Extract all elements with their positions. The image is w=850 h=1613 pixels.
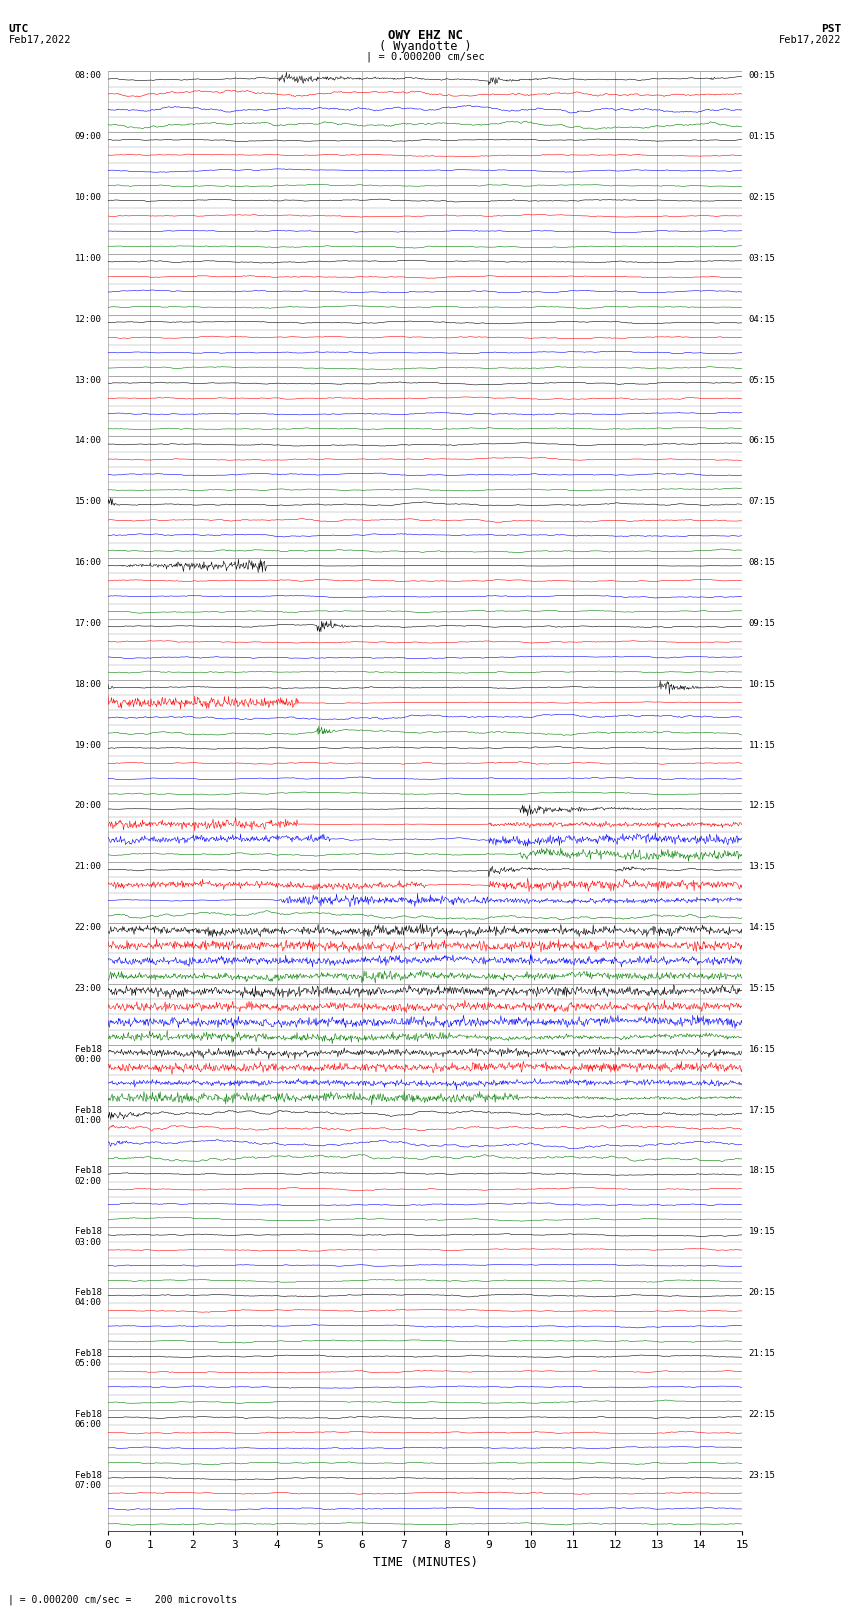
Text: 01:15: 01:15 <box>748 132 775 142</box>
Text: Feb18
02:00: Feb18 02:00 <box>75 1166 102 1186</box>
Text: 06:15: 06:15 <box>748 437 775 445</box>
Text: 09:15: 09:15 <box>748 619 775 627</box>
Text: 10:15: 10:15 <box>748 679 775 689</box>
Text: ( Wyandotte ): ( Wyandotte ) <box>379 40 471 53</box>
Text: OWY EHZ NC: OWY EHZ NC <box>388 29 462 42</box>
Text: 20:00: 20:00 <box>75 802 102 810</box>
Text: 15:15: 15:15 <box>748 984 775 994</box>
Text: 16:15: 16:15 <box>748 1045 775 1053</box>
Text: 18:00: 18:00 <box>75 679 102 689</box>
Text: 23:15: 23:15 <box>748 1471 775 1479</box>
Text: 11:00: 11:00 <box>75 253 102 263</box>
Text: 19:15: 19:15 <box>748 1227 775 1236</box>
Text: 10:00: 10:00 <box>75 194 102 202</box>
Text: 16:00: 16:00 <box>75 558 102 568</box>
Text: 23:00: 23:00 <box>75 984 102 994</box>
Text: 18:15: 18:15 <box>748 1166 775 1176</box>
Text: 08:15: 08:15 <box>748 558 775 568</box>
Text: 12:00: 12:00 <box>75 315 102 324</box>
X-axis label: TIME (MINUTES): TIME (MINUTES) <box>372 1557 478 1569</box>
Text: 09:00: 09:00 <box>75 132 102 142</box>
Text: 17:15: 17:15 <box>748 1105 775 1115</box>
Text: Feb18
01:00: Feb18 01:00 <box>75 1105 102 1124</box>
Text: Feb18
07:00: Feb18 07:00 <box>75 1471 102 1490</box>
Text: 12:15: 12:15 <box>748 802 775 810</box>
Text: 21:15: 21:15 <box>748 1348 775 1358</box>
Text: 14:15: 14:15 <box>748 923 775 932</box>
Text: | = 0.000200 cm/sec: | = 0.000200 cm/sec <box>366 52 484 63</box>
Text: Feb18
04:00: Feb18 04:00 <box>75 1289 102 1308</box>
Text: Feb18
06:00: Feb18 06:00 <box>75 1410 102 1429</box>
Text: | = 0.000200 cm/sec =    200 microvolts: | = 0.000200 cm/sec = 200 microvolts <box>8 1594 238 1605</box>
Text: 22:00: 22:00 <box>75 923 102 932</box>
Text: 15:00: 15:00 <box>75 497 102 506</box>
Text: 04:15: 04:15 <box>748 315 775 324</box>
Text: 02:15: 02:15 <box>748 194 775 202</box>
Text: 21:00: 21:00 <box>75 863 102 871</box>
Text: 14:00: 14:00 <box>75 437 102 445</box>
Text: 13:00: 13:00 <box>75 376 102 384</box>
Text: 22:15: 22:15 <box>748 1410 775 1419</box>
Text: 20:15: 20:15 <box>748 1289 775 1297</box>
Text: 07:15: 07:15 <box>748 497 775 506</box>
Text: 17:00: 17:00 <box>75 619 102 627</box>
Text: Feb18
05:00: Feb18 05:00 <box>75 1348 102 1368</box>
Text: Feb17,2022: Feb17,2022 <box>779 35 842 45</box>
Text: 08:00: 08:00 <box>75 71 102 81</box>
Text: 11:15: 11:15 <box>748 740 775 750</box>
Text: 05:15: 05:15 <box>748 376 775 384</box>
Text: PST: PST <box>821 24 842 34</box>
Text: 03:15: 03:15 <box>748 253 775 263</box>
Text: 00:15: 00:15 <box>748 71 775 81</box>
Text: 13:15: 13:15 <box>748 863 775 871</box>
Text: UTC: UTC <box>8 24 29 34</box>
Text: Feb17,2022: Feb17,2022 <box>8 35 71 45</box>
Text: 19:00: 19:00 <box>75 740 102 750</box>
Text: Feb18
03:00: Feb18 03:00 <box>75 1227 102 1247</box>
Text: Feb18
00:00: Feb18 00:00 <box>75 1045 102 1065</box>
